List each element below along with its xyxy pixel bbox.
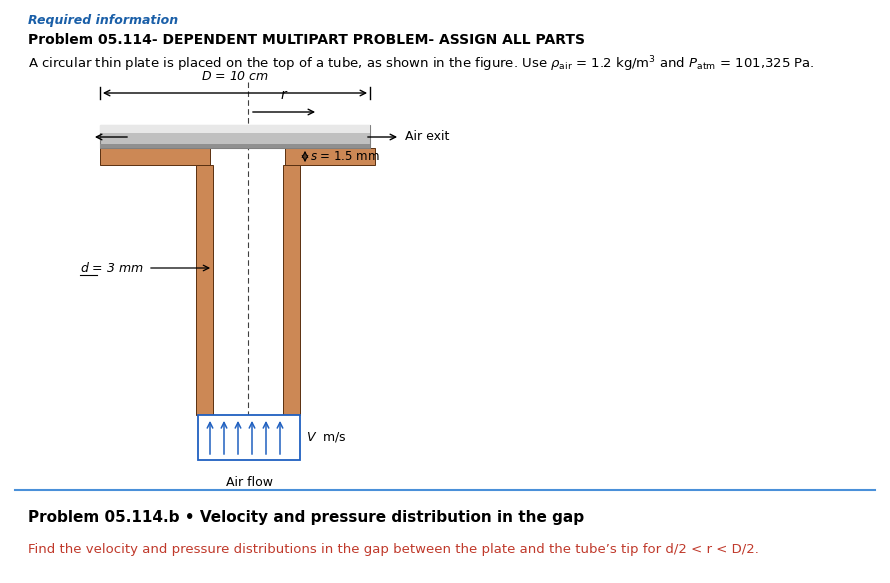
Text: $V$  m/s: $V$ m/s [306, 430, 347, 444]
Text: $s$ = 1.5 mm: $s$ = 1.5 mm [310, 150, 380, 163]
Bar [100, 125, 370, 148]
Text: Air flow: Air flow [225, 476, 272, 489]
Bar [196, 165, 213, 415]
Bar [100, 148, 210, 165]
Text: Problem 05.114.b • Velocity and pressure distribution in the gap: Problem 05.114.b • Velocity and pressure… [28, 510, 584, 525]
Text: A circular thin plate is placed on the top of a tube, as shown in the figure. Us: A circular thin plate is placed on the t… [28, 54, 814, 73]
Bar [100, 125, 370, 133]
Text: $d$ = 3 mm: $d$ = 3 mm [80, 261, 144, 275]
Bar [285, 148, 375, 165]
Bar [100, 144, 370, 148]
Text: $D$ = 10 cm: $D$ = 10 cm [201, 70, 269, 83]
Text: Air exit: Air exit [405, 131, 449, 143]
Bar [198, 415, 300, 460]
Text: Problem 05.114- DEPENDENT MULTIPART PROBLEM- ASSIGN ALL PARTS: Problem 05.114- DEPENDENT MULTIPART PROB… [28, 33, 585, 47]
Bar [283, 165, 300, 415]
Text: Required information: Required information [28, 14, 178, 27]
Text: Find the velocity and pressure distributions in the gap between the plate and th: Find the velocity and pressure distribut… [28, 543, 759, 556]
Text: $r$: $r$ [279, 88, 288, 102]
